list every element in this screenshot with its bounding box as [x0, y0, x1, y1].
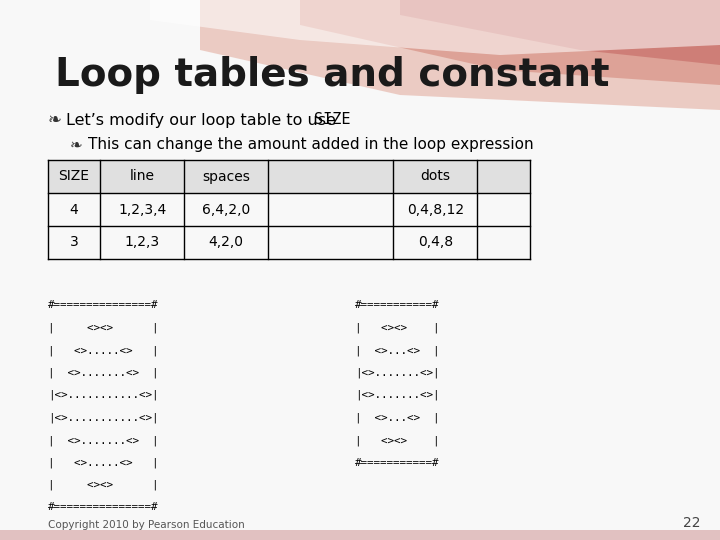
Text: spaces: spaces [202, 170, 251, 184]
Text: ❧: ❧ [48, 111, 62, 129]
Text: |  <>...<>  |: | <>...<> | [355, 413, 439, 423]
Text: #===============#: #===============# [48, 300, 158, 310]
Polygon shape [150, 0, 720, 55]
Text: 0,4,8: 0,4,8 [418, 235, 453, 249]
Text: |<>...........<>|: |<>...........<>| [48, 390, 158, 401]
Polygon shape [300, 0, 720, 85]
Text: 0,4,8,12: 0,4,8,12 [407, 202, 464, 217]
Text: |   <>.....<>   |: | <>.....<> | [48, 457, 158, 468]
Text: |<>.......<>|: |<>.......<>| [355, 390, 439, 401]
Text: #===============#: #===============# [48, 503, 158, 512]
Text: SIZE: SIZE [58, 170, 89, 184]
Bar [48, 160, 530, 193]
Text: |<>.......<>|: |<>.......<>| [355, 368, 439, 378]
Text: |  <>.......<>  |: | <>.......<> | [48, 368, 158, 378]
Text: |   <><>    |: | <><> | [355, 322, 439, 333]
Text: 1,2,3: 1,2,3 [125, 235, 160, 249]
Text: |  <>...<>  |: | <>...<> | [355, 345, 439, 355]
Text: |   <>.....<>   |: | <>.....<> | [48, 345, 158, 355]
Text: 4,2,0: 4,2,0 [209, 235, 244, 249]
Text: Let’s modify our loop table to use: Let’s modify our loop table to use [66, 112, 341, 127]
Text: |     <><>      |: | <><> | [48, 322, 158, 333]
Text: Loop tables and constant: Loop tables and constant [55, 56, 610, 94]
Text: #===========#: #===========# [355, 300, 439, 310]
Text: dots: dots [420, 170, 450, 184]
Text: 22: 22 [683, 516, 700, 530]
Text: ❧: ❧ [70, 138, 83, 152]
Polygon shape [400, 0, 720, 65]
Text: This can change the amount added in the loop expression: This can change the amount added in the … [88, 138, 534, 152]
Text: |<>...........<>|: |<>...........<>| [48, 413, 158, 423]
Text: line: line [130, 170, 155, 184]
Text: Copyright 2010 by Pearson Education: Copyright 2010 by Pearson Education [48, 520, 245, 530]
Text: |     <><>      |: | <><> | [48, 480, 158, 490]
Polygon shape [0, 530, 720, 540]
Text: 3: 3 [70, 235, 78, 249]
Text: 6,4,2,0: 6,4,2,0 [202, 202, 251, 217]
Text: 4: 4 [70, 202, 78, 217]
Polygon shape [200, 0, 720, 110]
Text: 1,2,3,4: 1,2,3,4 [118, 202, 166, 217]
Text: |  <>.......<>  |: | <>.......<> | [48, 435, 158, 445]
Text: |   <><>    |: | <><> | [355, 435, 439, 445]
Text: SIZE: SIZE [314, 112, 351, 127]
Text: #===========#: #===========# [355, 457, 439, 468]
